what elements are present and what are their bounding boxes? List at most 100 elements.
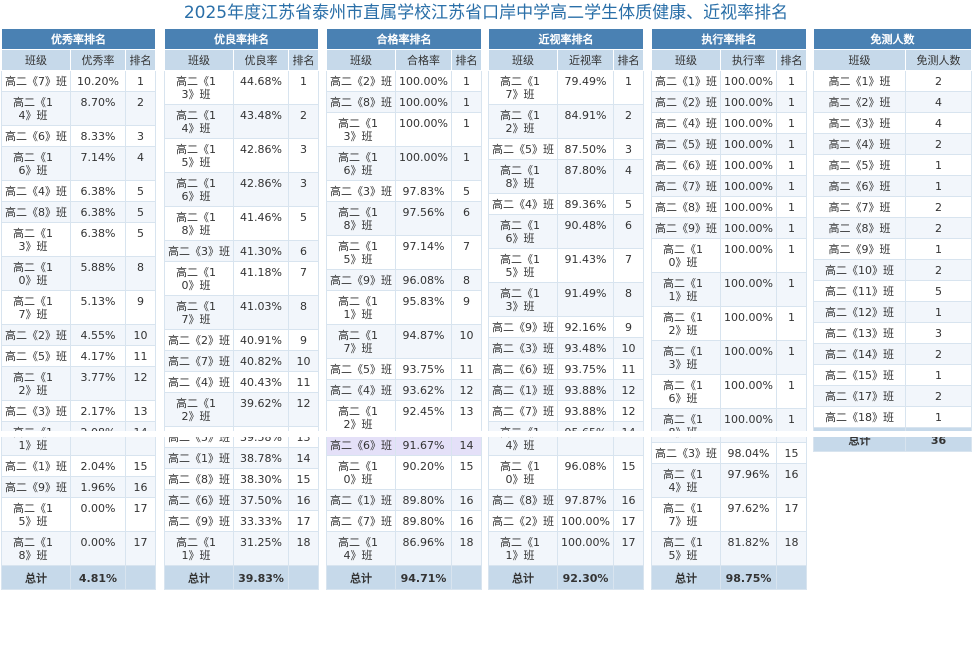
ranking-table: 免测人数 班级 免测人数 高二《1》班 2 高二《2》班 4 高二《3》班 4 高二《4》班 2 高二… [813, 28, 972, 452]
rank-cell: 14 [287, 447, 320, 469]
rank-cell: 1 [450, 146, 483, 181]
class-cell: 高二《5》班 [488, 138, 558, 160]
value-cell: 92.16% [557, 316, 614, 338]
myopia-rate-panel: 近视率排名 班级 近视率 排名 高二《17》班 79.49% 1 高二《12》班 84.91% 2… [487, 28, 645, 590]
page-break-strip [0, 431, 972, 437]
value-cell: 6.38% [70, 222, 126, 257]
rank-cell: 16 [287, 489, 320, 511]
rank-cell: 5 [124, 180, 157, 202]
total-value: 39.83% [233, 565, 289, 590]
value-cell: 1 [905, 238, 972, 260]
table-row: 高二《18》班 1 [813, 406, 972, 428]
class-cell: 高二《12》班 [1, 366, 71, 401]
value-cell: 1.96% [70, 476, 126, 498]
table-row: 高二《5》班 39.58% 13 [164, 426, 320, 448]
rank-cell: 15 [612, 455, 645, 490]
value-cell: 95.65% [557, 421, 614, 456]
table-row: 高二《7》班 10.20% 1 [1, 70, 157, 92]
total-empty-cell [612, 565, 645, 590]
column-header: 排名 [287, 49, 320, 71]
value-cell: 43.48% [233, 104, 289, 139]
execution-rate-panel: 执行率排名 班级 执行率 排名 高二《1》班 100.00% 1 高二《2》班 100.00% 1… [650, 28, 808, 590]
total-label: 总计 [164, 565, 234, 590]
rank-cell: 16 [124, 476, 157, 498]
column-header: 班级 [1, 49, 71, 71]
table-row: 高二《1》班 38.78% 14 [164, 447, 320, 469]
value-cell: 8.33% [70, 125, 126, 147]
table-row: 高二《15》班 42.86% 3 [164, 138, 320, 173]
table-row: 高二《8》班 38.30% 15 [164, 468, 320, 490]
class-cell: 高二《15》班 [1, 497, 71, 532]
rank-cell: 18 [450, 531, 483, 566]
value-cell: 5.13% [70, 290, 126, 325]
value-cell: 33.33% [233, 510, 289, 532]
table-row: 高二《15》班 91.43% 7 [488, 248, 645, 283]
rank-cell: 11 [124, 345, 157, 367]
table-row: 高二《18》班 0.00% 17 [1, 531, 157, 566]
rank-cell: 1 [612, 70, 645, 105]
class-cell: 高二《3》班 [326, 180, 396, 202]
value-cell: 3 [905, 322, 972, 344]
value-cell: 38.30% [233, 468, 289, 490]
class-cell: 高二《13》班 [651, 340, 721, 375]
value-cell: 5.88% [70, 256, 126, 291]
class-cell: 高二《2》班 [164, 329, 234, 351]
class-cell: 高二《4》班 [1, 180, 71, 202]
class-cell: 高二《10》班 [651, 238, 721, 273]
value-cell: 4 [905, 91, 972, 113]
table-row: 高二《15》班 0.00% 17 [1, 497, 157, 532]
value-cell: 97.14% [395, 235, 452, 270]
rank-cell: 17 [287, 510, 320, 532]
rank-cell: 3 [287, 138, 320, 173]
table-row: 高二《16》班 100.00% 1 [326, 146, 483, 181]
column-header: 班级 [164, 49, 234, 71]
class-cell: 高二《2》班 [1, 324, 71, 346]
rank-cell: 16 [450, 510, 483, 532]
rank-cell: 10 [287, 350, 320, 372]
rank-cell: 12 [124, 366, 157, 401]
rank-cell: 17 [612, 531, 645, 566]
table-row: 高二《13》班 6.38% 5 [1, 222, 157, 257]
rank-cell: 10 [124, 324, 157, 346]
rank-cell: 18 [775, 531, 808, 566]
class-cell: 高二《18》班 [651, 408, 721, 443]
rank-cell: 11 [612, 358, 645, 380]
rank-cell: 8 [612, 282, 645, 317]
value-cell: 5 [905, 280, 972, 302]
panel-title: 合格率排名 [325, 28, 483, 50]
class-cell: 高二《17》班 [488, 70, 558, 105]
total-row: 总计 4.81% [1, 565, 157, 590]
table-row: 高二《15》班 81.82% 18 [651, 531, 808, 566]
value-cell: 1 [905, 364, 972, 386]
table-row: 高二《17》班 79.49% 1 [488, 70, 645, 105]
table-row: 高二《4》班 93.62% 12 [326, 379, 483, 401]
value-cell: 7.14% [70, 146, 126, 181]
rank-cell: 3 [124, 125, 157, 147]
value-cell: 0.00% [70, 497, 126, 532]
rank-cell: 17 [124, 531, 157, 566]
class-cell: 高二《6》班 [813, 175, 906, 197]
class-cell: 高二《17》班 [164, 295, 234, 330]
value-cell: 1 [905, 175, 972, 197]
class-cell: 高二《13》班 [326, 112, 396, 147]
rank-cell: 17 [775, 497, 808, 532]
table-row: 高二《9》班 1 [813, 238, 972, 260]
exempt-count-panel: 免测人数 班级 免测人数 高二《1》班 2 高二《2》班 4 高二《3》班 4 高二《4》班 2 高二… [813, 28, 972, 452]
table-row: 高二《8》班 100.00% 1 [651, 196, 808, 218]
column-header: 优秀率 [70, 49, 126, 71]
rank-cell: 1 [287, 70, 320, 105]
rank-cell: 5 [450, 180, 483, 202]
class-cell: 高二《15》班 [488, 248, 558, 283]
rank-cell: 1 [450, 91, 483, 113]
value-cell: 4 [905, 112, 972, 134]
column-header: 排名 [612, 49, 645, 71]
column-header: 优良率 [233, 49, 289, 71]
rank-cell: 1 [775, 70, 808, 92]
class-cell: 高二《11》班 [651, 272, 721, 307]
table-row: 高二《9》班 96.08% 8 [326, 269, 483, 291]
class-cell: 高二《3》班 [164, 240, 234, 262]
rank-cell: 3 [612, 138, 645, 160]
value-cell: 39.58% [233, 426, 289, 448]
class-cell: 高二《13》班 [488, 282, 558, 317]
value-cell: 93.48% [557, 337, 614, 359]
